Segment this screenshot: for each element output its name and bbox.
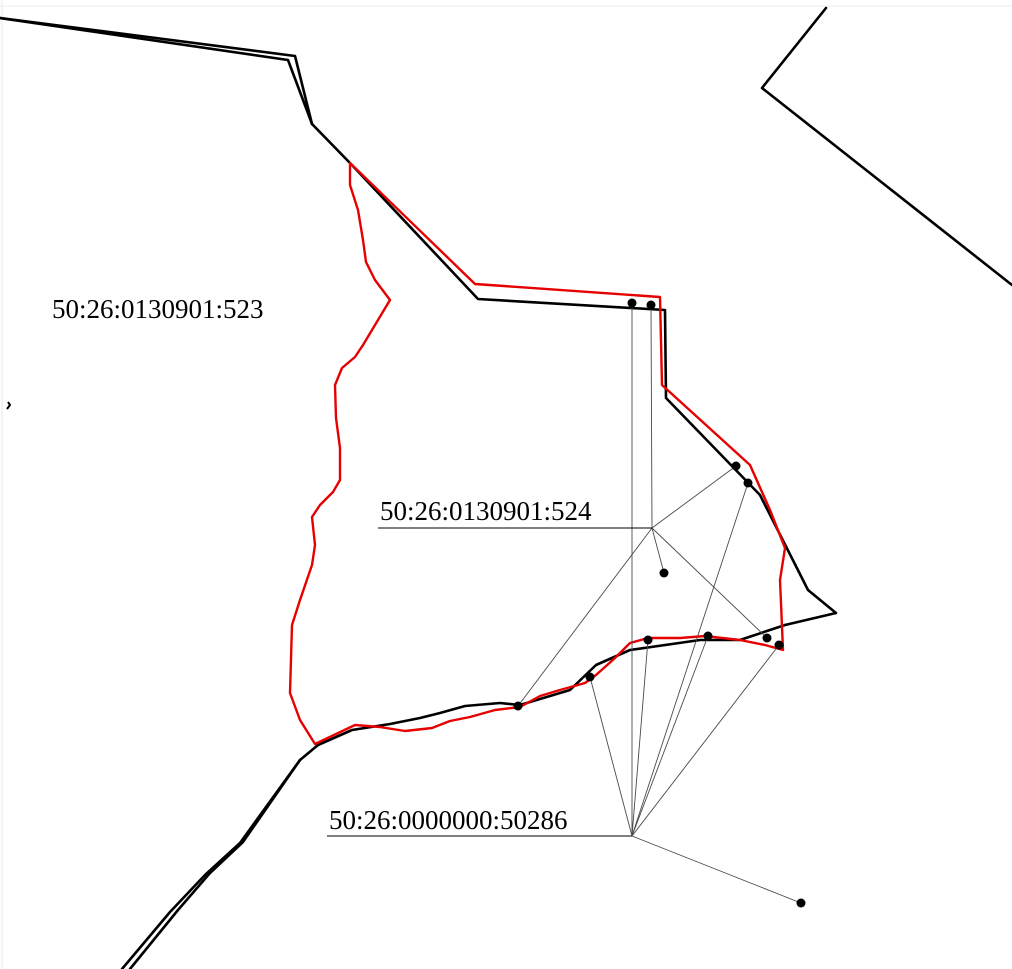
parcel-50286-label: 50:26:0000000:50286 bbox=[329, 805, 568, 835]
parcel-524-label: 50:26:0130901:524 bbox=[380, 496, 592, 526]
boundary-top-right bbox=[760, 6, 1012, 287]
point bbox=[643, 635, 653, 645]
point bbox=[627, 298, 637, 308]
point bbox=[774, 640, 784, 650]
boundary-top-left bbox=[0, 16, 838, 627]
point bbox=[585, 672, 595, 682]
boundary-top-left-double bbox=[0, 16, 314, 126]
parcel-523-label: 50:26:0130901:523 bbox=[52, 294, 264, 324]
survey-points bbox=[513, 298, 806, 908]
callouts-50286 bbox=[589, 303, 802, 904]
point bbox=[731, 461, 741, 471]
parcel-524-red-boundary bbox=[288, 161, 787, 746]
point bbox=[513, 701, 523, 711]
point bbox=[659, 568, 669, 578]
point bbox=[762, 633, 772, 643]
point bbox=[796, 898, 806, 908]
point bbox=[703, 631, 713, 641]
point bbox=[743, 478, 753, 488]
callouts-524 bbox=[517, 304, 768, 707]
point bbox=[646, 300, 656, 310]
edge-mark bbox=[6, 401, 12, 410]
boundary-road-bottom bbox=[120, 623, 787, 969]
boundary-road-bottom-double bbox=[128, 758, 302, 969]
